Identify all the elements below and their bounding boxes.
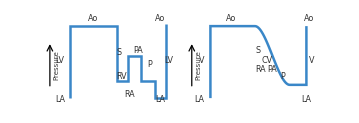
- Text: V: V: [199, 56, 205, 65]
- Text: Ao: Ao: [304, 14, 314, 23]
- Text: Ao: Ao: [88, 14, 99, 23]
- Text: CV: CV: [262, 56, 273, 65]
- Text: P: P: [147, 61, 151, 69]
- Text: V: V: [309, 56, 315, 65]
- Text: Ao: Ao: [226, 14, 237, 23]
- Text: LA: LA: [155, 95, 165, 105]
- Text: Pressure: Pressure: [53, 50, 59, 80]
- Text: LV: LV: [164, 56, 173, 65]
- Text: RA: RA: [125, 90, 135, 99]
- Text: RV: RV: [116, 72, 127, 81]
- Text: Pressure: Pressure: [195, 50, 201, 80]
- Text: Ao: Ao: [155, 14, 165, 23]
- Text: S: S: [255, 46, 260, 55]
- Text: LA: LA: [302, 95, 311, 105]
- Text: PA: PA: [267, 65, 276, 74]
- Text: LV: LV: [56, 56, 65, 65]
- Text: PA: PA: [133, 46, 143, 55]
- Text: LA: LA: [194, 95, 204, 105]
- Text: RA: RA: [255, 65, 266, 74]
- Text: LA: LA: [55, 95, 65, 105]
- Text: S: S: [116, 48, 121, 57]
- Text: P: P: [280, 72, 285, 81]
